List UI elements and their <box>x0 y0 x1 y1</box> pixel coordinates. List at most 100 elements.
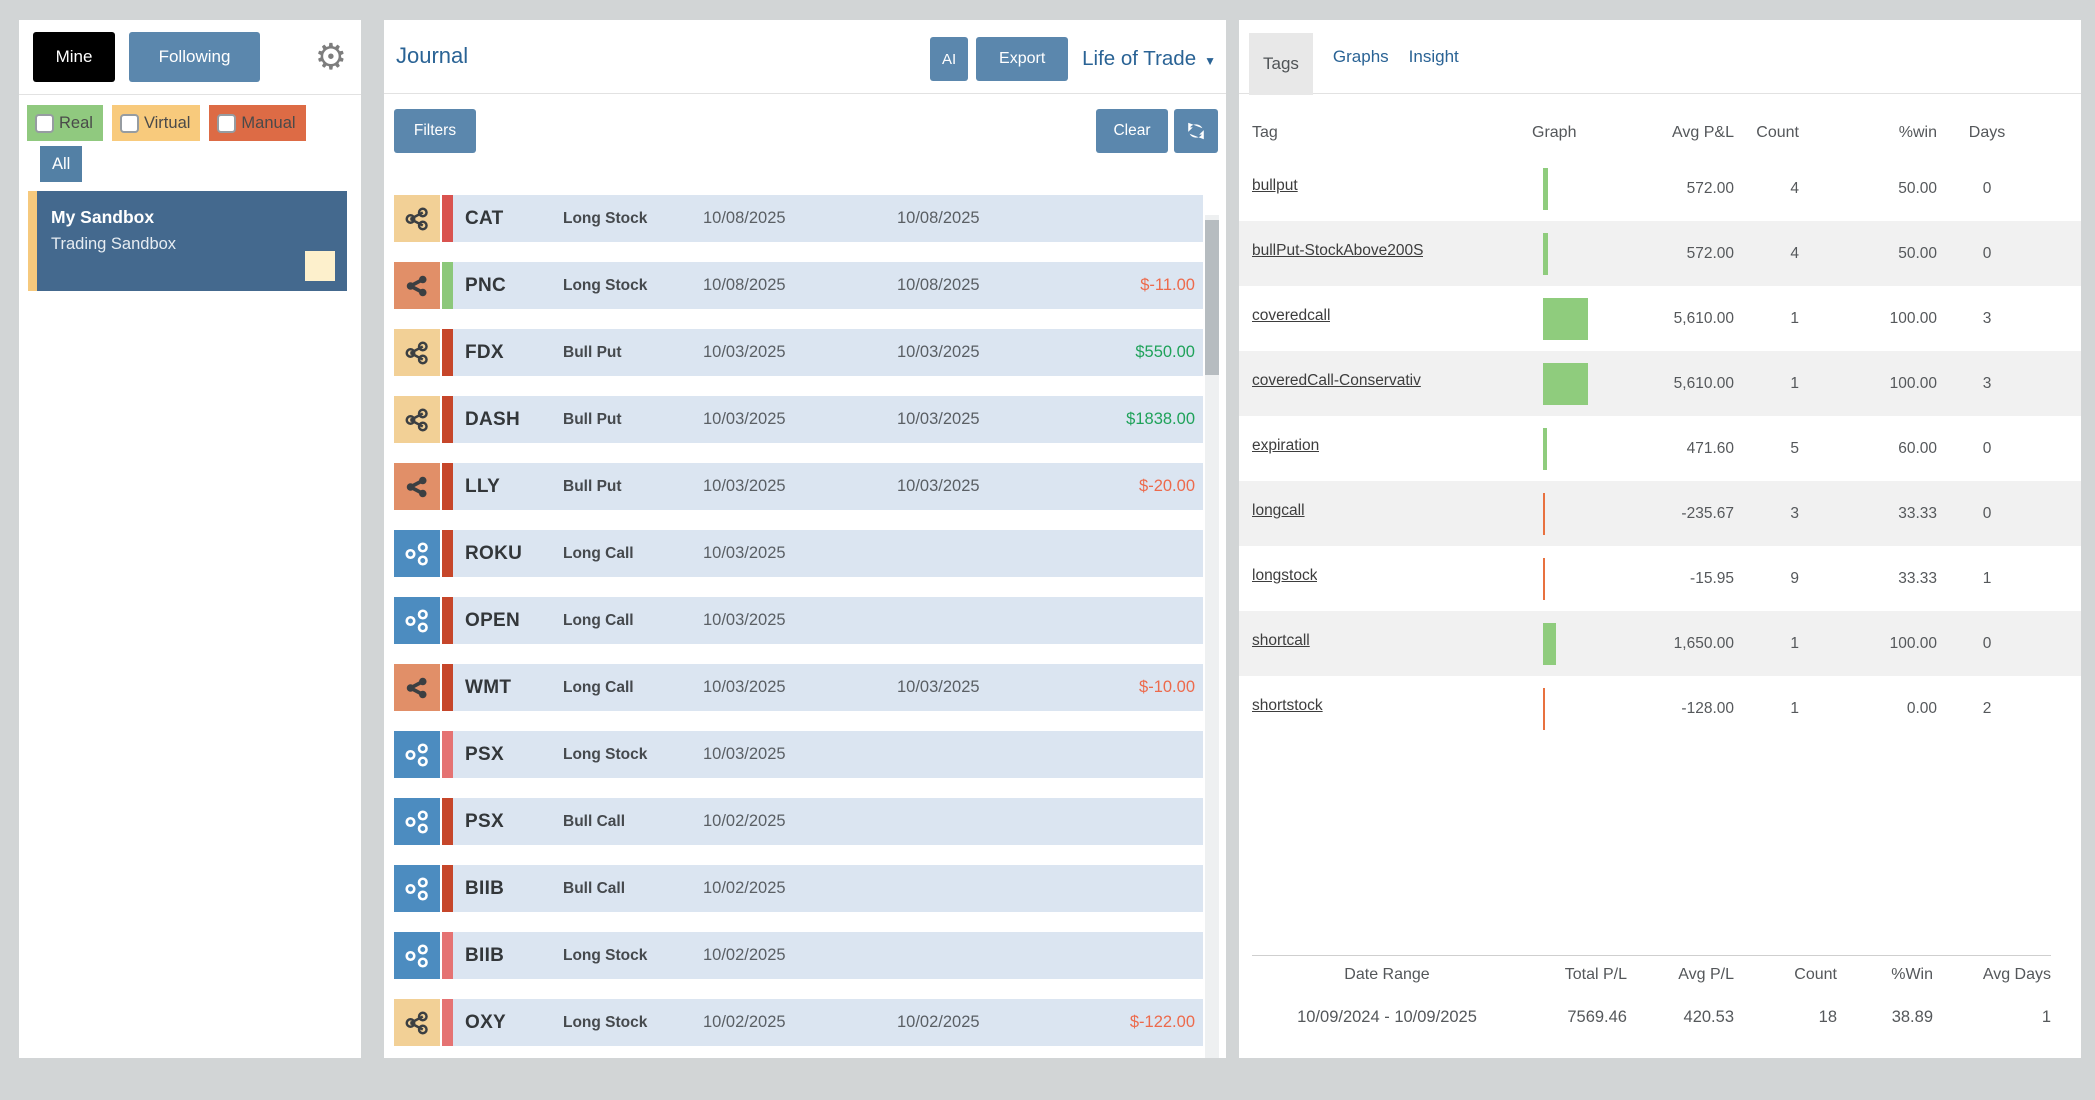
trade-row-content: PSX Long Stock 10/03/2025 <box>453 731 1203 778</box>
trade-row[interactable]: OPEN Long Call 10/03/2025 <box>394 597 1203 644</box>
trade-open-date: 10/03/2025 <box>703 410 786 428</box>
share-trade-button[interactable] <box>394 865 440 912</box>
tag-link[interactable]: bullPut-StockAbove200S <box>1252 242 1424 259</box>
sidebar-divider <box>19 94 361 95</box>
summary-col-avg-pl: Avg P/L <box>1678 966 1734 983</box>
share-trade-button[interactable] <box>394 664 440 711</box>
share-trade-button[interactable] <box>394 597 440 644</box>
share-trade-button[interactable] <box>394 932 440 979</box>
share-trade-button[interactable] <box>394 195 440 242</box>
trade-status-bar <box>442 463 453 510</box>
trade-row[interactable]: LLY Bull Put 10/03/2025 10/03/2025 $-20.… <box>394 463 1203 510</box>
tag-link[interactable]: shortcall <box>1252 632 1310 649</box>
trade-close-date: 10/08/2025 <box>897 276 980 294</box>
ai-button[interactable]: AI <box>930 37 969 81</box>
filter-virtual[interactable]: Virtual <box>111 105 201 141</box>
trade-row[interactable]: ROKU Long Call 10/03/2025 <box>394 530 1203 577</box>
trade-symbol: OXY <box>465 1011 507 1033</box>
refresh-button[interactable] <box>1174 109 1218 153</box>
tag-avg-pl-bar <box>1543 297 1588 340</box>
trade-status-bar <box>442 865 453 912</box>
tag-link[interactable]: coveredCall-Conservativ <box>1252 372 1421 389</box>
filter-all-button[interactable]: All <box>40 146 83 182</box>
trade-status-bar <box>442 932 453 979</box>
gear-icon[interactable]: ⚙ <box>314 36 347 77</box>
share-icon <box>405 809 428 834</box>
trade-pnl: $-122.00 <box>1129 1013 1195 1031</box>
filter-virtual-label: Virtual <box>143 113 191 132</box>
trade-row[interactable]: CAT Long Stock 10/08/2025 10/08/2025 <box>394 195 1203 242</box>
share-trade-button[interactable] <box>394 262 440 309</box>
share-trade-button[interactable] <box>394 999 440 1046</box>
journal-panel: Journal AI Export Life of Trade ▼ Filter… <box>384 20 1226 1058</box>
tag-link[interactable]: bullput <box>1252 177 1298 194</box>
trade-row[interactable]: PSX Bull Call 10/02/2025 <box>394 798 1203 845</box>
tag-graph-cell <box>1532 362 1612 405</box>
tab-insight[interactable]: Insight <box>1408 46 1459 66</box>
trade-type: Bull Call <box>563 812 626 830</box>
tag-link[interactable]: longcall <box>1252 502 1305 519</box>
tag-link[interactable]: coveredcall <box>1252 307 1331 324</box>
share-trade-button[interactable] <box>394 530 440 577</box>
trade-row[interactable]: WMT Long Call 10/03/2025 10/03/2025 $-10… <box>394 664 1203 711</box>
filter-manual[interactable]: Manual <box>209 105 306 141</box>
tag-count: 4 <box>1790 244 1799 262</box>
trade-row[interactable]: BIIB Bull Call 10/02/2025 <box>394 865 1203 912</box>
share-trade-button[interactable] <box>394 396 440 443</box>
trade-type: Bull Put <box>563 343 622 361</box>
tag-cell: coveredcall <box>1239 307 1532 330</box>
tag-row: longcall -235.67 3 33.33 0 <box>1239 481 2081 546</box>
tag-link[interactable]: longstock <box>1252 567 1318 584</box>
trade-row[interactable]: PNC Long Stock 10/08/2025 10/08/2025 $-1… <box>394 262 1203 309</box>
tag-link[interactable]: shortstock <box>1252 697 1323 714</box>
tag-graph-cell <box>1532 687 1612 730</box>
trade-row[interactable]: FDX Bull Put 10/03/2025 10/03/2025 $550.… <box>394 329 1203 376</box>
tag-pct-win: 33.33 <box>1898 569 1937 587</box>
tab-graphs[interactable]: Graphs <box>1332 46 1389 66</box>
trade-open-date: 10/08/2025 <box>703 209 786 227</box>
filter-real[interactable]: Real <box>27 105 103 141</box>
journal-actions: AI Export Life of Trade ▼ <box>930 37 1216 81</box>
summary-col-total-pl: Total P/L <box>1564 966 1627 983</box>
tag-days: 0 <box>1982 179 1992 197</box>
share-trade-button[interactable] <box>394 329 440 376</box>
trade-list: CAT Long Stock 10/08/2025 10/08/2025 PNC… <box>384 195 1226 1046</box>
journal-scrollbar[interactable] <box>1205 215 1219 1058</box>
export-button[interactable]: Export <box>976 37 1069 81</box>
trade-type: Long Stock <box>563 276 648 294</box>
tag-cell: coveredCall-Conservativ <box>1239 372 1532 395</box>
share-trade-button[interactable] <box>394 463 440 510</box>
trade-type: Bull Put <box>563 410 622 428</box>
tab-tags[interactable]: Tags <box>1249 32 1313 95</box>
tab-following[interactable]: Following <box>129 32 260 82</box>
portfolio-item-sandbox[interactable]: My Sandbox Trading Sandbox <box>28 191 347 291</box>
tag-cell: bullPut-StockAbove200S <box>1239 242 1532 265</box>
trade-row[interactable]: DASH Bull Put 10/03/2025 10/03/2025 $183… <box>394 396 1203 443</box>
trade-row[interactable]: PSX Long Stock 10/03/2025 <box>394 731 1203 778</box>
trade-row[interactable]: OXY Long Stock 10/02/2025 10/02/2025 $-1… <box>394 999 1203 1046</box>
summary-count: 18 <box>1818 1008 1837 1026</box>
trade-symbol: LLY <box>465 475 501 497</box>
share-trade-button[interactable] <box>394 731 440 778</box>
filters-button[interactable]: Filters <box>394 109 476 153</box>
summary-values: 10/09/2024 - 10/09/2025 7569.46 420.53 1… <box>1252 1008 2051 1027</box>
trade-symbol: PNC <box>465 274 507 296</box>
tab-mine[interactable]: Mine <box>33 32 115 82</box>
checkbox-manual-icon[interactable] <box>217 113 237 133</box>
tag-link[interactable]: expiration <box>1252 437 1320 454</box>
checkbox-real-icon[interactable] <box>35 113 54 133</box>
clear-button[interactable]: Clear <box>1096 109 1168 153</box>
tag-avg-pl-bar <box>1543 232 1548 275</box>
view-selector-dropdown[interactable]: Life of Trade ▼ <box>1082 47 1216 71</box>
share-trade-button[interactable] <box>394 798 440 845</box>
scrollbar-thumb[interactable] <box>1205 220 1219 375</box>
trade-symbol: WMT <box>465 676 512 698</box>
tag-graph-cell <box>1532 492 1612 535</box>
summary-total-pl: 7569.46 <box>1567 1008 1627 1026</box>
trade-row[interactable]: BIIB Long Stock 10/02/2025 <box>394 932 1203 979</box>
checkbox-virtual-icon[interactable] <box>119 113 139 133</box>
journal-toolbar: Filters Clear <box>384 109 1226 153</box>
tag-count: 1 <box>1790 699 1799 717</box>
note-indicator[interactable] <box>305 251 335 281</box>
tag-row: shortcall 1,650.00 1 100.00 0 <box>1239 611 2081 676</box>
